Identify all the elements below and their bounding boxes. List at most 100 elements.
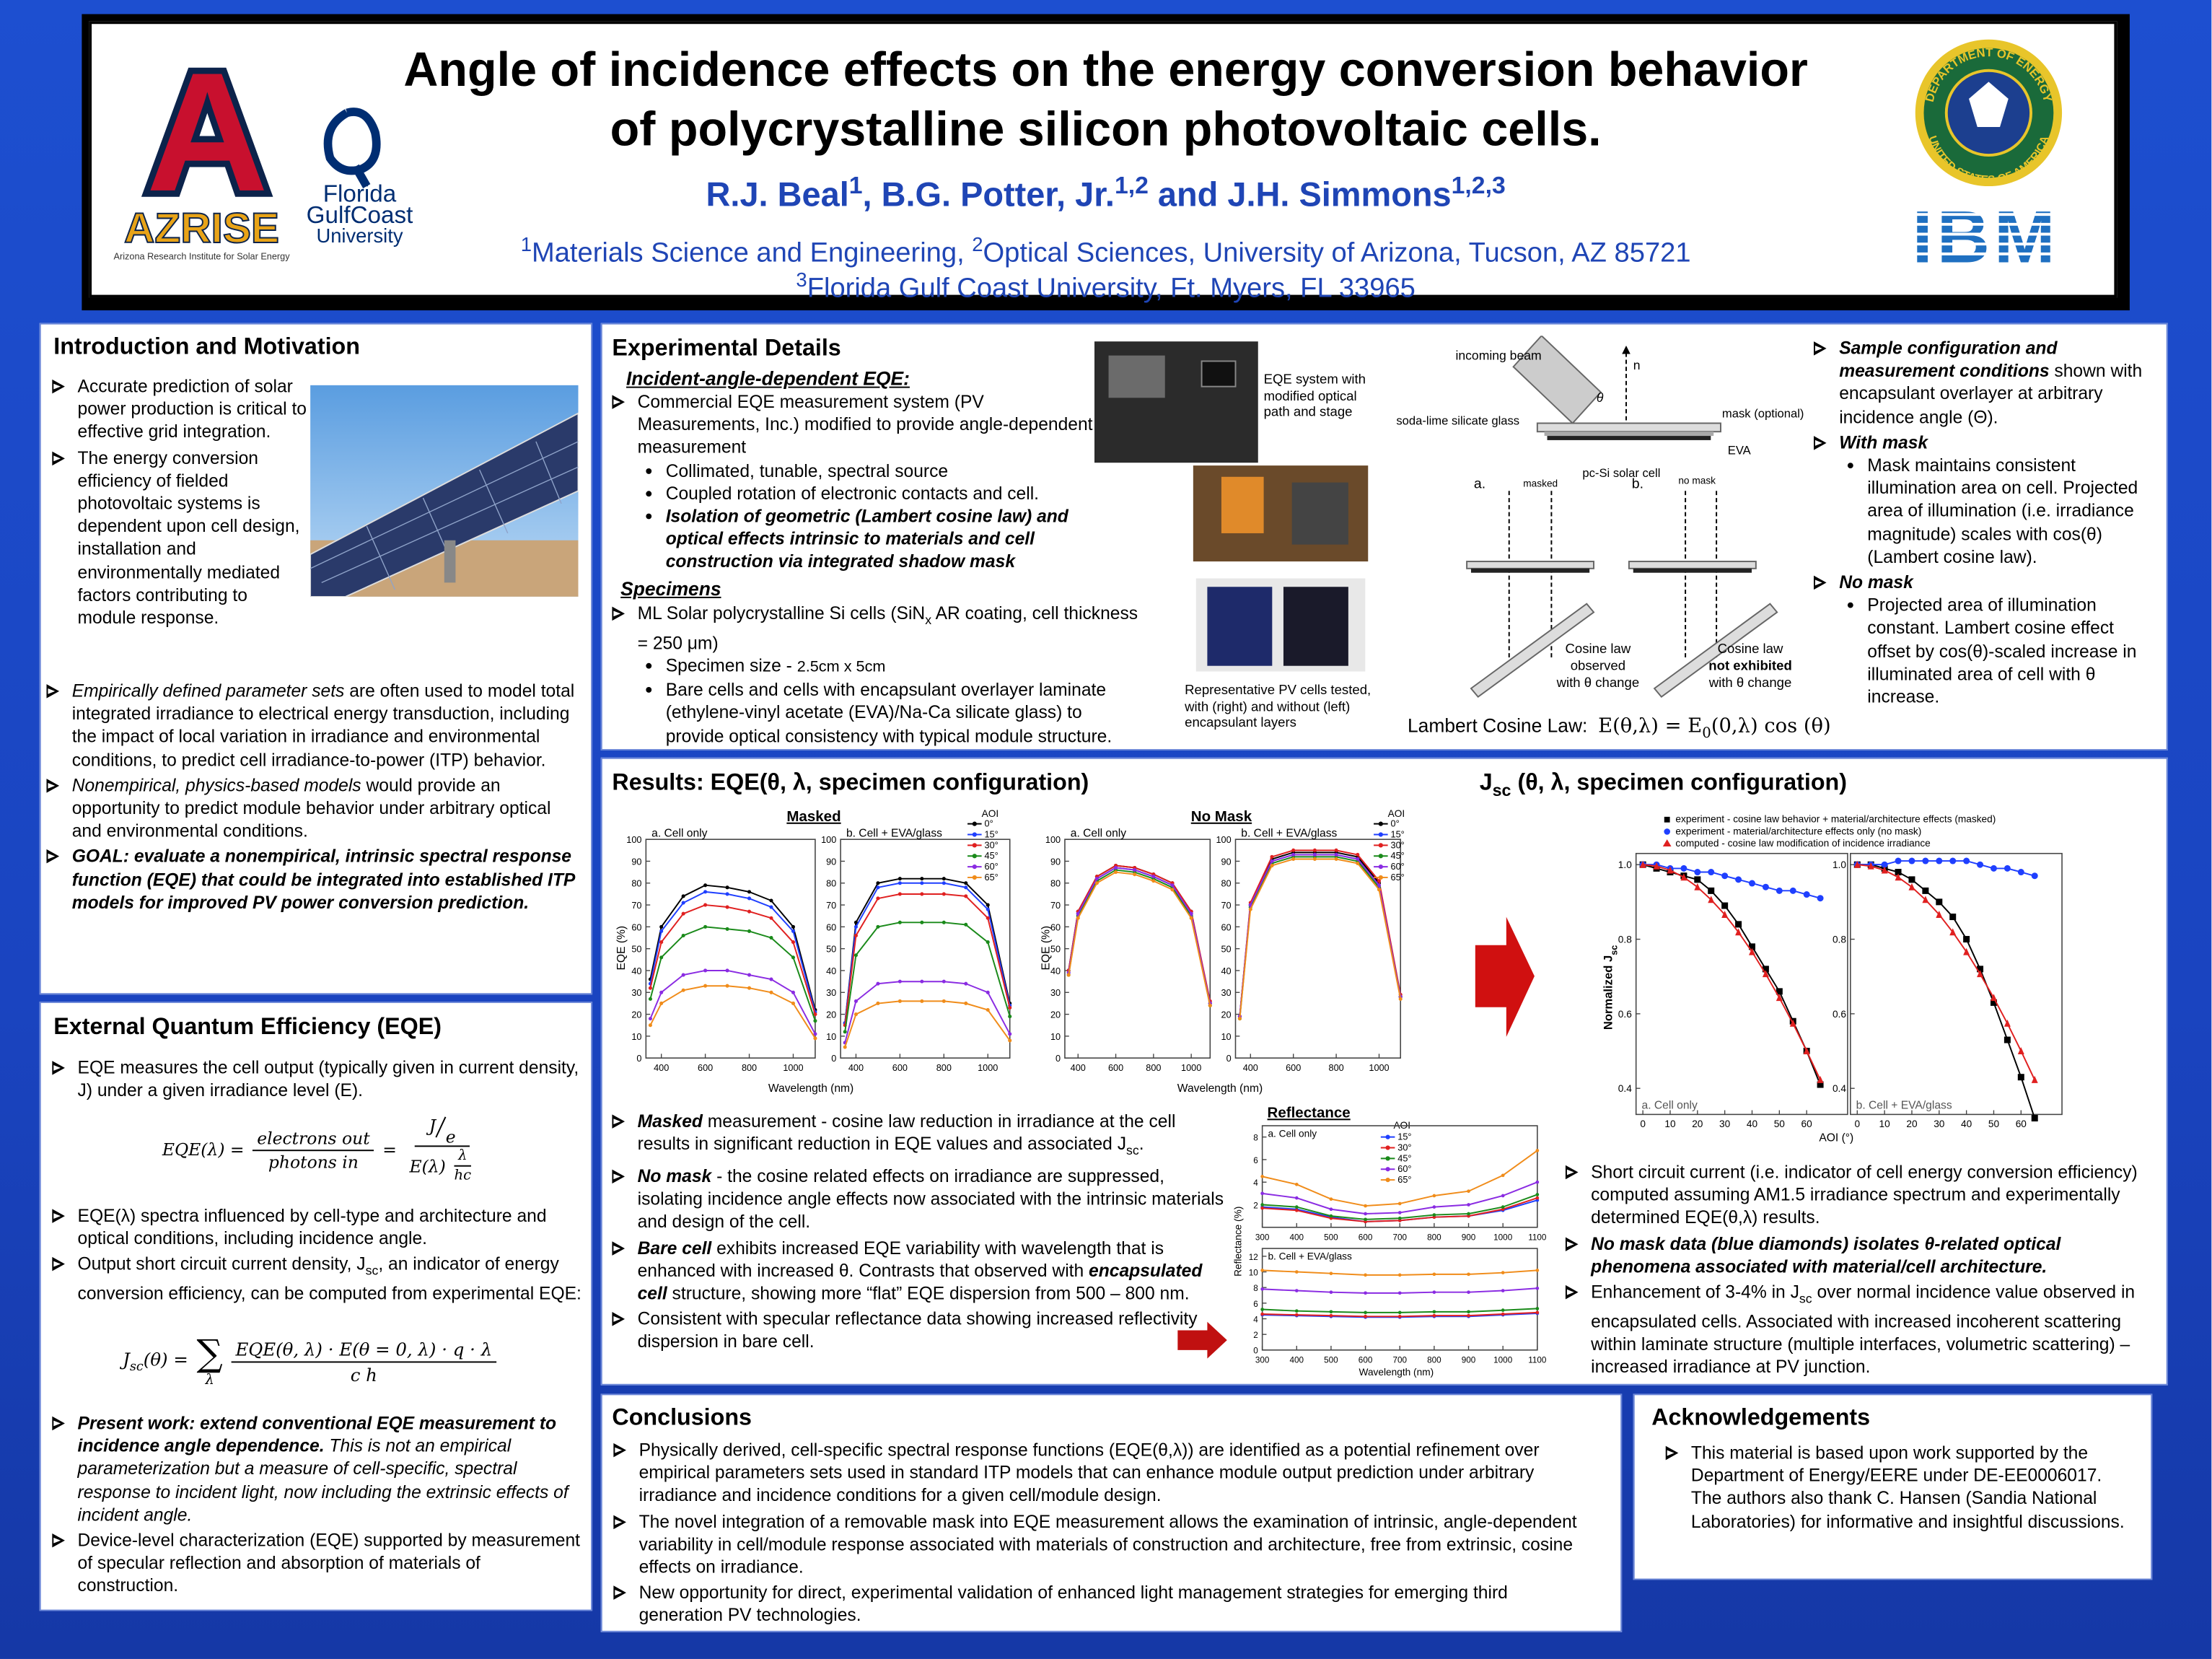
y-tick-label: 0 (1253, 1347, 1258, 1356)
text-run: Bare cells and cells with encapsulant ov… (665, 680, 1112, 746)
point (920, 920, 924, 924)
x-tick-label: 10 (1664, 1119, 1676, 1129)
bullet: No mask data (blue diamonds) isolates θ-… (1560, 1233, 2155, 1278)
text-run: With mask (1839, 432, 1928, 453)
legend-swatch (1385, 1177, 1390, 1183)
y-tick-label: 60 (826, 922, 836, 932)
point (1377, 888, 1382, 892)
y-tick-label: 20 (826, 1010, 836, 1020)
ibm-logo: IBM (1913, 196, 2060, 279)
bullet-arrow (1814, 575, 1827, 590)
point (1990, 994, 1997, 1002)
bullet: Masked measurement - cosine law reductio… (607, 1111, 1224, 1163)
eq-text: photons in (268, 1152, 359, 1172)
text-run: 1,2 (1114, 170, 1149, 199)
y-tick-label: 20 (1221, 1010, 1232, 1020)
y-tick-label: 30 (1050, 988, 1061, 998)
group-label: No Mask (1191, 808, 1252, 825)
point (1762, 883, 1769, 890)
point (964, 981, 968, 986)
plot-frame (1261, 1248, 1538, 1351)
point (1260, 1312, 1264, 1316)
results-bullets: Short circuit current (i.e. indicator of… (1560, 1161, 2155, 1382)
point (1535, 1286, 1540, 1290)
point (1895, 857, 1902, 864)
point (681, 933, 685, 938)
point (1535, 1149, 1540, 1152)
diagram-label: incoming beam (1455, 348, 1541, 362)
results-section: Results: EQE(θ, λ, specimen configuratio… (600, 757, 2168, 1386)
subheading: Incident-angle-dependent EQE: (626, 368, 910, 390)
point (964, 885, 968, 890)
fgcu-logo: GulfCoast (307, 202, 413, 229)
point (876, 1001, 880, 1005)
legend-title: AOI (1388, 808, 1405, 819)
point (703, 903, 708, 907)
point (725, 968, 729, 973)
authors: R.J. Beal1, B.G. Potter, Jr.1,2 and J.H.… (92, 171, 2120, 216)
point (659, 929, 664, 933)
bullet-text: ML Solar polycrystalline Si cells (SiNx … (638, 603, 1140, 655)
y-tick-label: 100 (626, 835, 641, 845)
y-tick-label: 0.8 (1833, 934, 1846, 945)
point (681, 894, 685, 898)
y-tick-label: 90 (1050, 857, 1061, 867)
point (1735, 928, 1742, 936)
point (769, 990, 773, 994)
point (1936, 898, 1943, 906)
point (1248, 907, 1252, 911)
point (1501, 1312, 1505, 1316)
point (1776, 988, 1783, 995)
point (1432, 1310, 1436, 1314)
y-tick-label: 90 (826, 857, 836, 867)
legend-label: 65° (985, 872, 999, 883)
x-tick-label: 300 (1255, 1233, 1270, 1242)
intro-bullets: Empirically defined parameter sets are o… (41, 680, 577, 916)
diagram-label: no mask (1678, 476, 1716, 486)
legend-label: 45° (1397, 1153, 1411, 1163)
panel-label: a. Cell only (1268, 1129, 1317, 1139)
point (942, 892, 946, 896)
legend-swatch (972, 832, 977, 837)
point (1294, 1182, 1299, 1186)
sub-bullet: Coupled rotation of electronic contacts … (638, 482, 1100, 505)
point (1432, 1290, 1436, 1295)
section-title: Conclusions (612, 1405, 752, 1431)
intro-section: Introduction and Motivation Accurate pre… (39, 323, 593, 995)
text-run: The novel integration of a removable mas… (638, 1511, 1577, 1577)
point (725, 927, 729, 931)
text-run: , an indicator of energy conversion effi… (77, 1254, 581, 1304)
eq-text: c h (350, 1364, 377, 1386)
point (659, 990, 664, 994)
point (942, 881, 946, 885)
point (1949, 914, 1957, 921)
point (1789, 1019, 1796, 1027)
y-tick-label: 80 (631, 879, 641, 889)
point (1291, 852, 1296, 857)
point (1748, 947, 1755, 955)
point (1008, 1032, 1012, 1036)
series-line (844, 922, 1011, 1032)
y-tick-label: 30 (1221, 988, 1232, 998)
point (1867, 862, 1874, 870)
point (791, 990, 796, 994)
point (1377, 879, 1382, 883)
point (1066, 973, 1071, 977)
intro-bullets: Accurate prediction of solar power produ… (47, 375, 310, 632)
eqe-bullets: EQE measures the cell output (typically … (47, 1056, 583, 1105)
point (659, 940, 664, 945)
conclusions-bullets: Physically derived, cell-specific spectr… (608, 1439, 1595, 1630)
bullet-text: This material is based upon work support… (1691, 1442, 2125, 1533)
x-tick-label: 300 (1255, 1355, 1270, 1365)
y-tick-label: 60 (1221, 922, 1232, 932)
point (1397, 1310, 1402, 1315)
y-tick-label: 10 (1221, 1032, 1232, 1042)
y-tick-label: 10 (1050, 1032, 1061, 1042)
series-line (1262, 1194, 1538, 1220)
point (1114, 866, 1118, 870)
text-run: shown with encapsulant overlayer at arbi… (1839, 361, 2143, 427)
eq-text: hc (454, 1168, 472, 1184)
diagram-note: Cosine law (1566, 641, 1631, 656)
series-line (649, 926, 816, 1021)
legend-label: 65° (1397, 1175, 1411, 1185)
